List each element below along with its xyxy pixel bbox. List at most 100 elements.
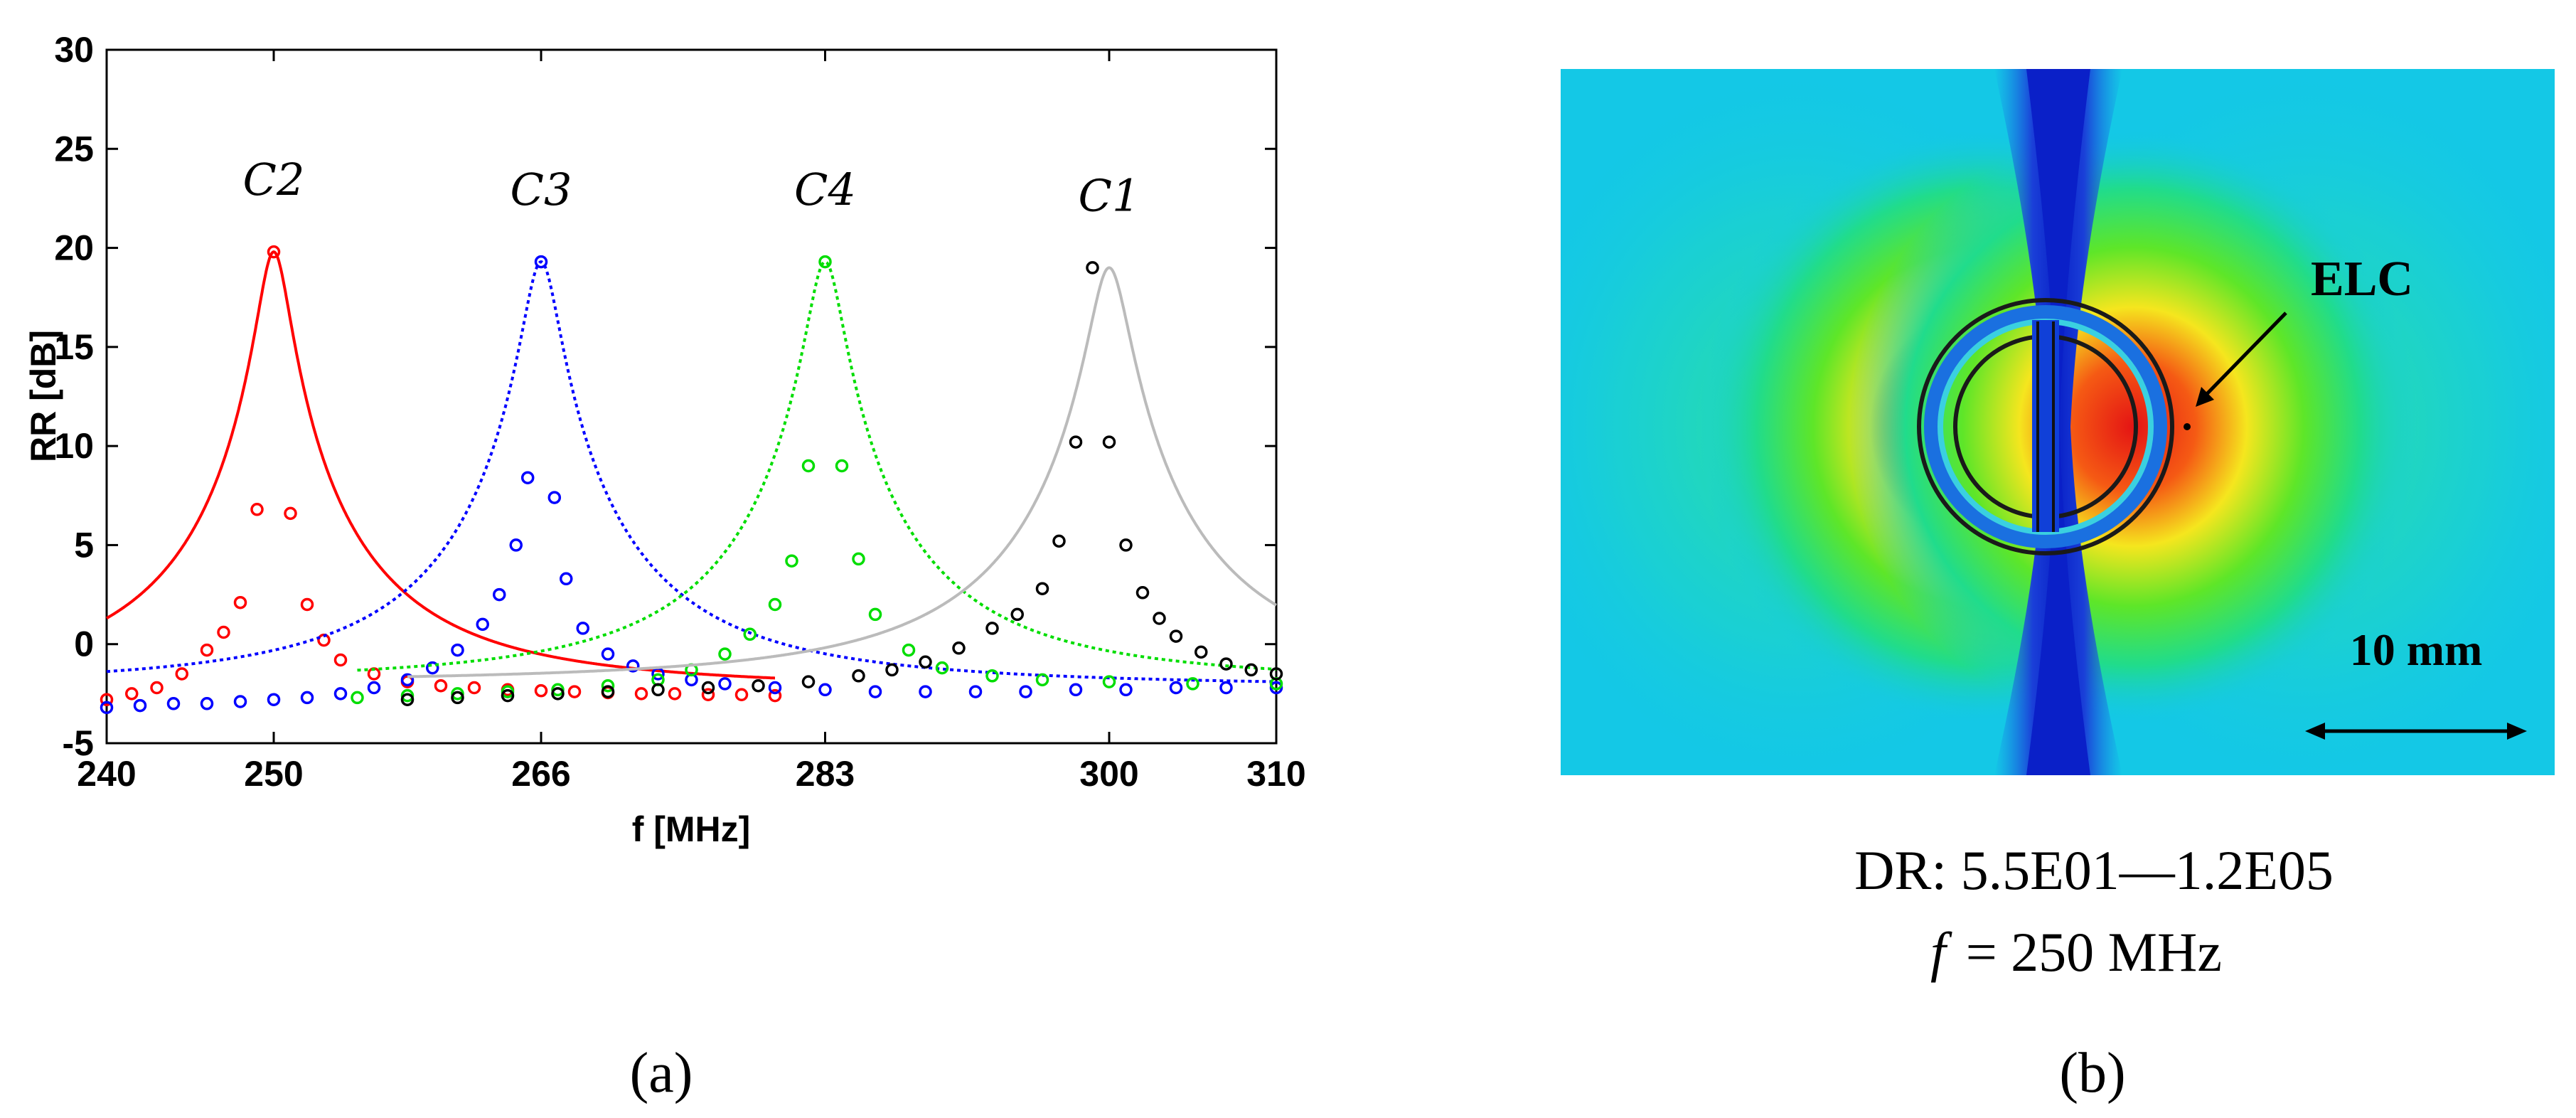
data-point-C4 xyxy=(551,683,565,697)
data-point-C4 xyxy=(601,678,615,693)
data-point-C2 xyxy=(467,681,481,695)
y-axis-title: RR [dB] xyxy=(23,330,63,462)
y-tick-label: 10 xyxy=(54,426,94,466)
data-point-C1 xyxy=(1086,261,1099,275)
data-point-C3 xyxy=(509,538,523,552)
data-point-C4 xyxy=(818,255,832,269)
resonance-chart: -5 0 5 10 15 20 25 30 240 250 266 283 300 310 C2 C3 C4… xyxy=(23,30,1306,1104)
elc-pointer-line xyxy=(2198,312,2287,403)
data-point-C1 xyxy=(919,655,932,669)
panel-label-b: (b) xyxy=(2059,1042,2125,1104)
plot-frame xyxy=(105,48,1278,745)
plot-series xyxy=(100,245,1283,715)
y-tick-label: 0 xyxy=(74,624,94,664)
data-point-C3 xyxy=(1219,681,1233,695)
data-point-C1 xyxy=(1153,612,1166,625)
data-point-C3 xyxy=(718,677,732,691)
data-point-C1 xyxy=(885,663,899,677)
data-point-C4 xyxy=(1035,673,1049,687)
scale-bar-label: 10 mm xyxy=(2350,624,2483,675)
data-point-C4 xyxy=(400,688,415,703)
data-point-C3 xyxy=(267,693,281,706)
data-point-C3 xyxy=(768,681,782,695)
curve-label-C4: C4 xyxy=(794,164,856,215)
elc-field-ring xyxy=(1924,305,2167,548)
data-point-C3 xyxy=(426,661,439,675)
data-point-C4 xyxy=(451,687,464,701)
data-point-C4 xyxy=(1186,677,1199,691)
elc-center-strip xyxy=(2032,320,2059,532)
data-point-C1 xyxy=(601,685,615,698)
data-point-C2 xyxy=(300,597,314,612)
field-lobe-right xyxy=(1849,128,2417,725)
data-point-C4 xyxy=(351,691,364,705)
data-point-C3 xyxy=(818,683,832,697)
y-tick-label: 15 xyxy=(54,327,94,367)
data-point-C1 xyxy=(1035,582,1049,595)
data-point-C3 xyxy=(520,471,535,484)
data-point-C3 xyxy=(1019,685,1032,698)
data-point-C1 xyxy=(1052,534,1066,548)
data-point-C3 xyxy=(576,622,589,635)
data-point-C1 xyxy=(651,683,665,697)
data-point-C4 xyxy=(785,554,798,568)
data-point-C3 xyxy=(367,681,381,695)
data-point-C4 xyxy=(935,661,949,675)
data-point-C3 xyxy=(400,673,415,687)
data-point-C3 xyxy=(493,587,506,602)
x-tick-label: 240 xyxy=(77,754,136,794)
data-point-C1 xyxy=(852,669,865,683)
x-axis: 240 250 266 283 300 310 xyxy=(77,50,1306,794)
dynamic-range-caption: DR: 5.5E01—1.2E05 xyxy=(1854,839,2334,901)
data-point-C3 xyxy=(333,687,348,701)
curve-labels: C2 C3 C4 C1 xyxy=(243,154,1140,221)
x-tick-label: 300 xyxy=(1079,754,1138,794)
data-point-C1 xyxy=(1195,645,1208,659)
data-point-C3 xyxy=(601,647,615,661)
elc-outer-ring xyxy=(1917,298,2174,555)
x-tick-label: 310 xyxy=(1246,754,1305,794)
data-point-C3 xyxy=(133,698,147,713)
data-point-C2 xyxy=(634,687,648,701)
data-point-C1 xyxy=(501,688,515,703)
data-point-C2 xyxy=(150,681,164,695)
scale-bar-arrow-left xyxy=(2305,723,2325,740)
series-line-C1 xyxy=(407,266,1278,678)
data-point-C3 xyxy=(1269,681,1283,695)
data-point-C1 xyxy=(752,678,765,693)
data-point-C1 xyxy=(1010,607,1024,622)
y-tick-label: 20 xyxy=(54,228,94,268)
data-point-C3 xyxy=(300,691,314,705)
data-point-C3 xyxy=(626,659,640,673)
x-tick-label: 250 xyxy=(244,754,303,794)
data-point-C1 xyxy=(1069,435,1083,449)
data-point-C3 xyxy=(451,643,464,657)
data-point-C3 xyxy=(534,255,548,269)
data-point-C2 xyxy=(668,687,682,701)
data-point-C1 xyxy=(985,622,999,635)
data-point-C4 xyxy=(852,552,865,566)
y-tick-label: -5 xyxy=(63,723,94,763)
data-point-C2 xyxy=(200,643,214,657)
y-tick-label: 25 xyxy=(54,129,94,169)
curve-label-C1: C1 xyxy=(1079,169,1140,221)
y-tick-label: 5 xyxy=(74,525,94,565)
data-point-C2 xyxy=(100,693,114,706)
data-point-C2 xyxy=(734,688,749,701)
data-point-C1 xyxy=(1219,657,1233,671)
data-point-C2 xyxy=(701,688,715,701)
curve-label-C3: C3 xyxy=(511,164,572,215)
data-point-C4 xyxy=(835,459,849,473)
data-point-C4 xyxy=(1102,675,1116,688)
data-point-C3 xyxy=(868,685,882,698)
data-point-C3 xyxy=(200,697,214,710)
data-point-C2 xyxy=(534,683,548,698)
data-point-C1 xyxy=(1135,586,1150,600)
data-point-C3 xyxy=(1069,683,1083,697)
data-point-C4 xyxy=(743,627,757,641)
data-point-C1 xyxy=(1269,667,1283,681)
data-point-C4 xyxy=(718,647,732,661)
data-point-C1 xyxy=(400,693,415,706)
data-point-C3 xyxy=(547,491,562,504)
